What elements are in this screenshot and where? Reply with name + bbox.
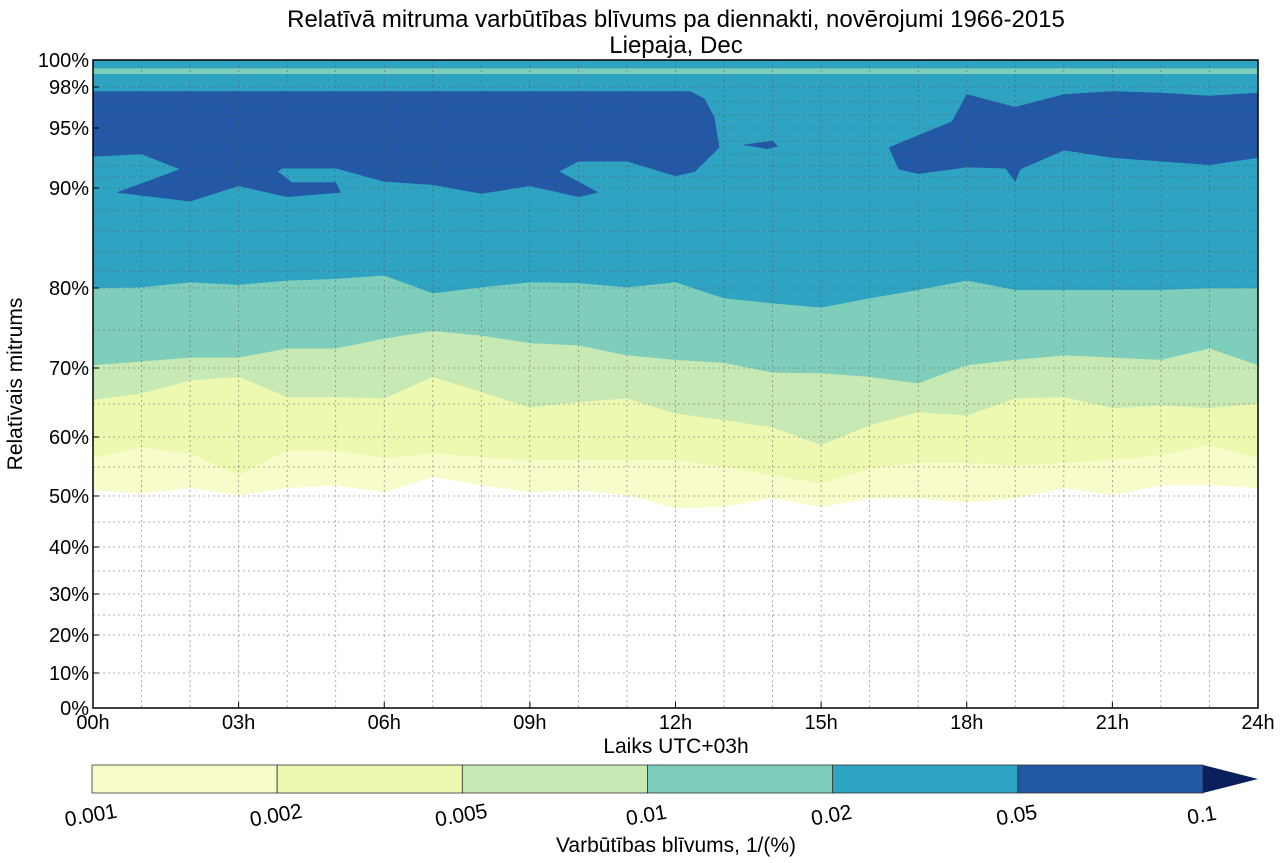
y-tick-label: 30% <box>49 584 89 606</box>
y-tick-label: 95% <box>49 118 89 140</box>
colorbar: 0.001 0.002 0.005 0.01 0.02 0.05 0.1 <box>63 764 1258 832</box>
x-tick-label: 15h <box>804 712 837 734</box>
x-tick-label: 06h <box>368 712 401 734</box>
colorbar-tick-label: 0.005 <box>433 800 489 832</box>
x-tick-label: 03h <box>222 712 255 734</box>
y-tick-label: 90% <box>49 178 89 200</box>
y-tick-label: 80% <box>49 278 89 300</box>
y-tick-label: 20% <box>49 625 89 647</box>
x-tick-label: 09h <box>513 712 546 734</box>
x-axis: 00h 03h 06h 09h 12h 15h 18h 21h 24h <box>76 702 1275 734</box>
colorbar-tick-label: 0.05 <box>995 801 1039 831</box>
contour-region-0.05-2 <box>888 91 1259 182</box>
colorbar-swatch-0.002 <box>276 764 463 794</box>
x-axis-label: Laiks UTC+03h <box>603 735 748 758</box>
y-axis-label: Relatīvais mitrums <box>4 298 27 471</box>
colorbar-label: Varbūtības blīvums, 1/(%) <box>556 834 796 857</box>
colorbar-swatch-0.05 <box>1017 764 1204 794</box>
x-tick-label: 00h <box>76 712 109 734</box>
y-tick-label: 60% <box>49 427 89 449</box>
y-tick-label: 98% <box>49 77 89 99</box>
y-tick-label: 50% <box>49 486 89 508</box>
y-tick-label: 70% <box>49 358 89 380</box>
colorbar-swatch-0.02 <box>832 764 1019 794</box>
colorbar-extend-arrow <box>1203 765 1258 793</box>
chart-title: Relatīvā mitruma varbūtības blīvums pa d… <box>287 6 1065 33</box>
y-tick-label: 10% <box>49 663 89 685</box>
chart-subtitle: Liepaja, Dec <box>609 32 742 59</box>
x-tick-label: 24h <box>1241 712 1274 734</box>
y-tick-label: 0% <box>60 698 89 720</box>
contour-region-0.05-1 <box>743 140 778 150</box>
x-tick-label: 18h <box>950 712 983 734</box>
contour-region-0.05-0 <box>92 91 720 202</box>
colorbar-tick-label: 0.1 <box>1185 802 1218 830</box>
x-tick-label: 12h <box>659 712 692 734</box>
colorbar-tick-label: 0.002 <box>248 800 304 832</box>
colorbar-swatch-0.001 <box>91 764 278 794</box>
colorbar-tick-label: 0.02 <box>809 801 853 831</box>
colorbar-tick-label: 0.01 <box>624 801 668 831</box>
colorbar-swatch-0.005 <box>461 764 648 794</box>
grid-lines <box>93 60 1258 708</box>
colorbar-tick-label: 0.001 <box>63 800 119 832</box>
y-tick-label: 40% <box>49 537 89 559</box>
y-axis: 0% 10% 20% 30% 40% 50% 60% 70% 80% 90% 95% 98% 100% <box>38 50 99 720</box>
y-tick-label: 100% <box>38 50 89 72</box>
colorbar-swatch-0.01 <box>647 764 834 794</box>
x-tick-label: 21h <box>1096 712 1129 734</box>
